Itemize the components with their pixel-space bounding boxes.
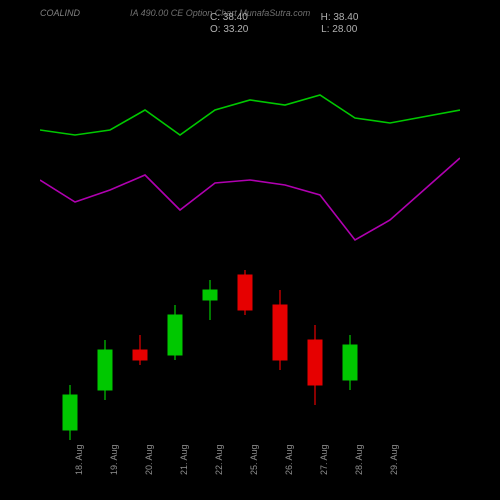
x-axis-label: 29. Aug (389, 444, 399, 475)
high-label: H: (321, 12, 331, 23)
x-axis-label: 22. Aug (214, 444, 224, 475)
chart-area (40, 40, 460, 440)
x-axis-label: 18. Aug (74, 444, 84, 475)
price-chart-svg (40, 40, 460, 440)
x-axis-label: 25. Aug (249, 444, 259, 475)
close-value: 38.40 (223, 12, 248, 23)
ohlc-row-1: C: 38.40 H: 38.40 (210, 12, 358, 23)
x-axis-label: 28. Aug (354, 444, 364, 475)
x-axis-label: 26. Aug (284, 444, 294, 475)
x-axis-label: 19. Aug (109, 444, 119, 475)
x-axis-labels: 18. Aug 19. Aug 20. Aug 21. Aug 22. Aug 25. A… (40, 435, 460, 495)
x-axis-label: 20. Aug (144, 444, 154, 475)
open-value: 33.20 (223, 24, 248, 35)
x-axis-label: 27. Aug (319, 444, 329, 475)
open-label: O: (210, 24, 221, 35)
low-label: L: (321, 24, 329, 35)
high-value: 38.40 (333, 12, 358, 23)
x-axis-label: 21. Aug (179, 444, 189, 475)
ticker-label: COALIND (40, 8, 80, 18)
low-value: 28.00 (332, 24, 357, 35)
close-label: C: (210, 12, 220, 23)
ohlc-row-2: O: 33.20 L: 28.00 (210, 24, 357, 35)
